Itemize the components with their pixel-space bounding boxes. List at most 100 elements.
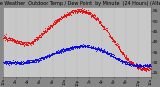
Point [136,67,138,69]
Point [148,63,151,64]
Point [47,28,50,29]
Point [70,10,73,12]
Point [144,64,146,65]
Point [130,62,133,64]
Point [21,61,23,62]
Point [115,57,118,59]
Point [19,42,22,44]
Point [74,9,76,11]
Point [64,48,66,50]
Point [121,60,124,62]
Point [51,53,54,55]
Point [35,37,37,38]
Point [32,60,35,62]
Point [140,66,142,68]
Point [9,38,12,39]
Point [61,16,63,17]
Point [72,46,75,47]
Point [19,62,21,63]
Point [81,8,84,9]
Point [60,49,63,51]
Point [39,36,41,37]
Point [10,61,12,63]
Point [54,51,57,53]
Point [84,11,86,13]
Point [7,61,10,62]
Point [17,62,20,64]
Point [103,51,105,52]
Point [148,65,150,66]
Point [65,47,68,48]
Point [96,19,98,20]
Point [4,38,7,39]
Point [149,68,152,69]
Point [3,36,5,37]
Point [16,39,18,40]
Point [3,35,5,36]
Point [119,60,121,62]
Point [131,62,134,64]
Point [72,13,74,14]
Point [4,34,7,35]
Point [29,62,32,63]
Point [130,64,133,65]
Point [30,60,32,61]
Point [139,66,141,67]
Point [114,40,116,41]
Point [33,38,35,40]
Point [126,59,128,61]
Point [43,31,46,32]
Point [116,45,119,46]
Point [116,44,119,45]
Point [91,14,93,15]
Point [141,68,144,70]
Point [116,58,118,60]
Point [56,51,59,52]
Point [112,56,115,58]
Point [143,65,145,66]
Point [58,51,60,52]
Point [69,12,71,14]
Point [36,37,38,38]
Point [67,48,70,49]
Point [127,63,129,64]
Point [9,62,11,63]
Point [38,36,40,38]
Point [15,40,18,42]
Point [87,13,89,14]
Point [65,13,68,14]
Point [77,9,79,11]
Point [24,62,26,63]
Point [90,46,93,47]
Point [22,61,24,62]
Point [139,64,142,65]
Point [94,18,97,20]
Point [111,56,114,57]
Point [14,62,17,64]
Point [6,61,8,62]
Point [50,24,53,26]
Point [69,12,72,13]
Point [88,47,90,48]
Point [114,44,117,45]
Point [84,46,86,47]
Point [149,65,151,67]
Point [66,48,68,49]
Point [59,19,61,20]
Point [80,10,82,12]
Point [83,46,86,48]
Point [73,46,76,47]
Point [88,46,91,47]
Point [12,39,15,41]
Point [108,35,111,36]
Point [72,47,74,49]
Point [149,68,152,70]
Point [9,63,12,64]
Point [101,25,103,26]
Point [70,12,72,13]
Point [110,36,113,37]
Point [5,38,8,39]
Point [89,12,92,13]
Point [95,50,97,52]
Point [100,48,103,49]
